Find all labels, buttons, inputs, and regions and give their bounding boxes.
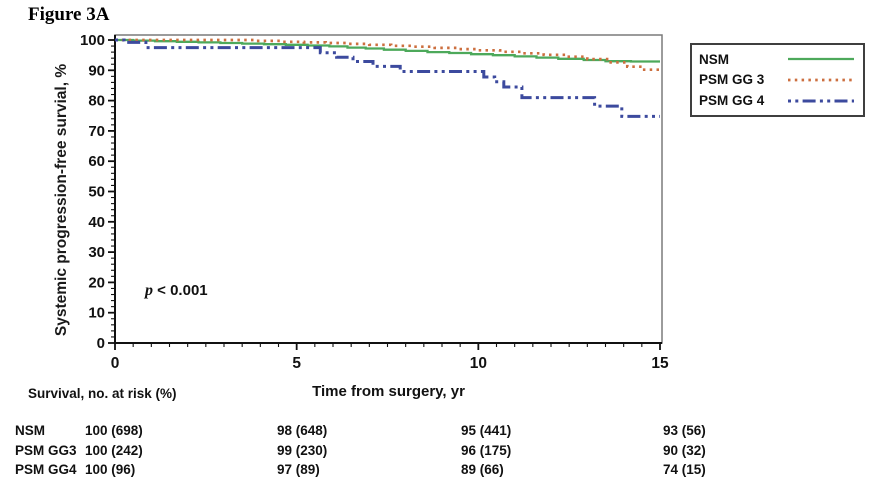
legend-item-nsm: NSM <box>699 52 855 67</box>
legend-item-psm-gg-3: PSM GG 3 <box>699 72 855 87</box>
x-tick-label: 10 <box>470 355 487 372</box>
p-value-annotation: p < 0.001 <box>145 282 208 300</box>
km-curve-psm-gg-3 <box>115 38 662 72</box>
y-tick-label: 0 <box>97 335 105 352</box>
x-axis-label: Time from surgery, yr <box>312 383 465 400</box>
legend-line-sample <box>788 99 854 103</box>
x-tick-label: 5 <box>292 355 301 372</box>
y-tick-label: 10 <box>88 305 105 322</box>
p-value-text: < 0.001 <box>153 282 208 299</box>
y-tick-label: 40 <box>88 214 105 231</box>
risk-table-header: Survival, no. at risk (%) <box>28 386 177 401</box>
y-tick-label: 80 <box>88 93 105 110</box>
legend-line-sample <box>788 78 854 82</box>
y-tick-label: 60 <box>88 153 105 170</box>
y-tick-label: 50 <box>88 184 105 201</box>
y-tick-label: 30 <box>88 244 105 261</box>
legend-line-sample <box>788 58 854 61</box>
legend-item-psm-gg-4: PSM GG 4 <box>699 93 855 108</box>
y-tick-label: 90 <box>88 62 105 79</box>
y-axis-label: Systemic progression-free survial, % <box>53 63 70 337</box>
y-tick-label: 70 <box>88 123 105 140</box>
figure-title: Figure 3A <box>28 4 110 25</box>
legend-label: NSM <box>699 51 729 67</box>
km-curve-psm-gg-4 <box>115 38 660 118</box>
x-tick-label: 0 <box>111 355 120 372</box>
x-tick-label: 15 <box>651 355 669 372</box>
legend-label: PSM GG 3 <box>699 72 765 88</box>
p-symbol: p <box>145 282 153 299</box>
legend-label: PSM GG 4 <box>699 93 765 109</box>
y-tick-label: 20 <box>88 274 105 291</box>
km-curve-nsm <box>115 38 660 63</box>
legend-box: NSM PSM GG 3 PSM GG 4 <box>690 43 865 117</box>
y-tick-label: 100 <box>80 32 105 49</box>
